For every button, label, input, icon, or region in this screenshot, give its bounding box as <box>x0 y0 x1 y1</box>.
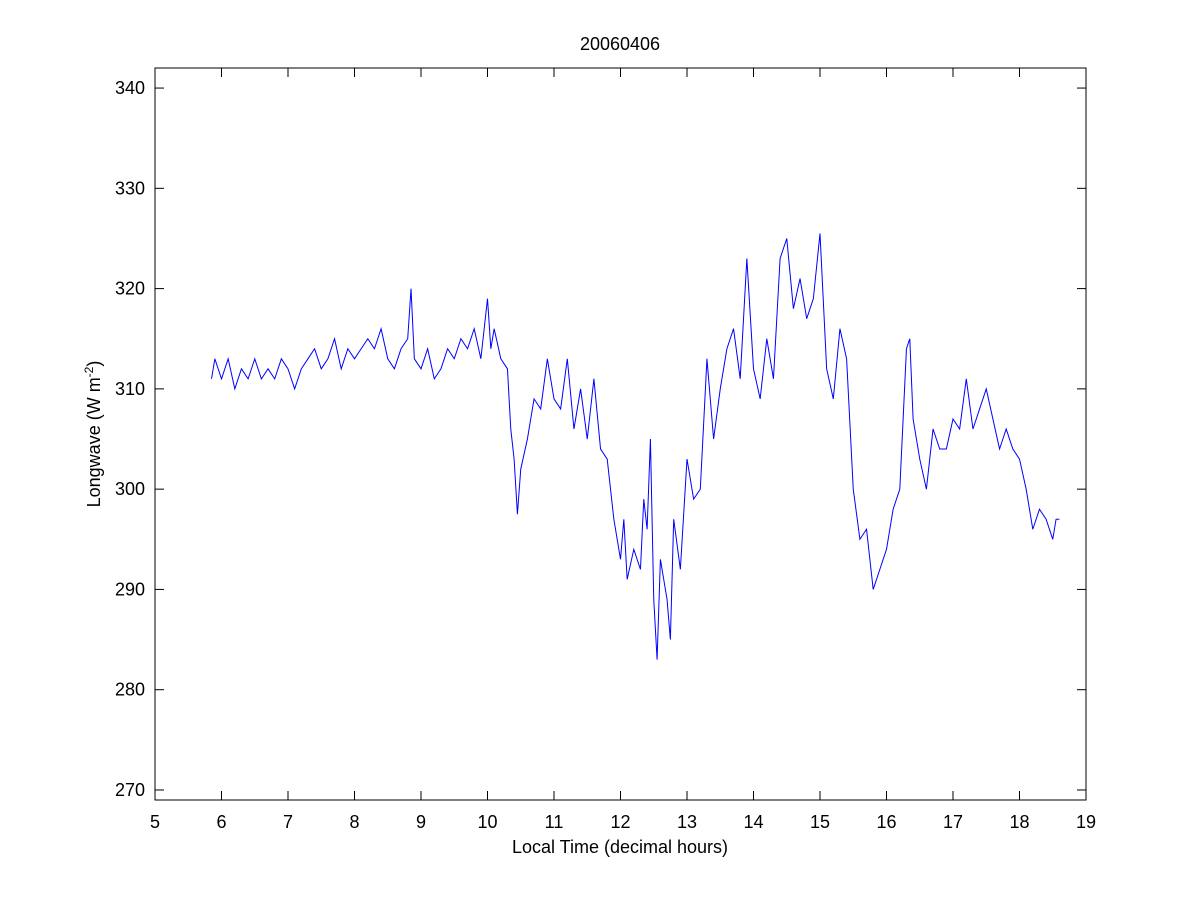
data-line <box>211 233 1060 660</box>
x-tick-label: 7 <box>283 812 293 832</box>
chart-title: 20060406 <box>580 34 660 54</box>
x-tick-label: 19 <box>1076 812 1096 832</box>
x-tick-label: 10 <box>477 812 497 832</box>
x-tick-label: 11 <box>545 812 564 832</box>
y-tick-label: 300 <box>115 479 145 499</box>
y-tick-label: 330 <box>115 178 145 198</box>
axes-box <box>154 67 1087 801</box>
y-tick-label: 270 <box>115 780 145 800</box>
x-tick-label: 17 <box>943 812 963 832</box>
x-tick-label: 9 <box>416 812 426 832</box>
x-tick-label: 8 <box>349 812 359 832</box>
y-tick-label: 280 <box>115 680 145 700</box>
x-tick-label: 14 <box>743 812 763 832</box>
x-tick-label: 6 <box>216 812 226 832</box>
y-tick-label: 290 <box>115 579 145 599</box>
y-axis-label: Longwave (W m-2) <box>82 361 104 508</box>
plot-area <box>155 68 1086 800</box>
x-tick-label: 15 <box>810 812 830 832</box>
y-axis-label-suffix: ) <box>84 361 104 367</box>
y-tick-label: 320 <box>115 279 145 299</box>
x-tick-label: 5 <box>150 812 160 832</box>
y-axis-label-text: Longwave (W m <box>84 377 104 507</box>
x-tick-label: 13 <box>677 812 697 832</box>
y-tick-label: 340 <box>115 78 145 98</box>
y-tick-label: 310 <box>115 379 145 399</box>
x-tick-label: 18 <box>1009 812 1029 832</box>
x-tick-label: 12 <box>610 812 630 832</box>
x-tick-label: 16 <box>876 812 896 832</box>
x-axis-label: Local Time (decimal hours) <box>512 837 728 857</box>
y-axis-label-superscript: -2 <box>82 366 96 377</box>
